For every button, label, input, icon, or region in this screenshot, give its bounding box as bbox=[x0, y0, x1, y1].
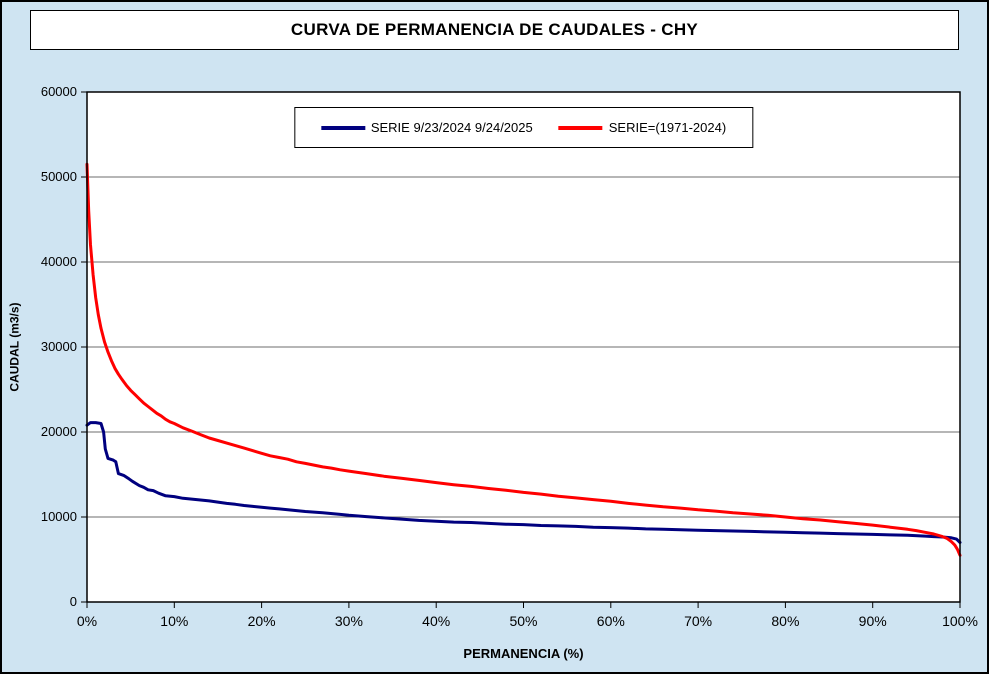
x-axis-title: PERMANENCIA (%) bbox=[463, 646, 584, 661]
x-tick-label: 40% bbox=[422, 613, 450, 629]
y-tick-label: 20000 bbox=[41, 424, 77, 439]
plot-svg: 0 10000 20000 30000 40000 50000 60000 0% 10% 20% 3… bbox=[41, 84, 978, 629]
legend-label: SERIE=(1971-2024) bbox=[608, 120, 727, 135]
x-tick-label: 20% bbox=[248, 613, 276, 629]
y-tick-label: 40000 bbox=[41, 254, 77, 269]
legend-line-swatch-red bbox=[558, 125, 603, 130]
x-tick-label: 80% bbox=[771, 613, 799, 629]
y-tick-label: 0 bbox=[70, 594, 77, 609]
legend-line-swatch-blue bbox=[320, 125, 365, 130]
x-tick-label: 0% bbox=[77, 613, 97, 629]
series-line-1 bbox=[85, 162, 962, 557]
x-tick-label: 60% bbox=[597, 613, 625, 629]
plot-area: 0 10000 20000 30000 40000 50000 60000 0% 10% 20% 3… bbox=[41, 84, 978, 629]
legend-label: SERIE 9/23/2024 9/24/2025 bbox=[370, 120, 533, 135]
y-axis-title: CAUDAL (m3/s) bbox=[8, 302, 22, 392]
y-tick-label: 10000 bbox=[41, 509, 77, 524]
x-tick-label: 30% bbox=[335, 613, 363, 629]
chart-title: CURVA DE PERMANENCIA DE CAUDALES - CHY bbox=[290, 20, 699, 39]
legend: SERIE 9/23/2024 9/24/2025 SERIE=(1971-20… bbox=[293, 107, 754, 148]
x-tick-label: 10% bbox=[160, 613, 188, 629]
plot-border bbox=[86, 91, 961, 603]
x-tick-label: 70% bbox=[684, 613, 712, 629]
y-tick-label: 30000 bbox=[41, 339, 77, 354]
y-tick-label: 50000 bbox=[41, 169, 77, 184]
x-tick-label: 50% bbox=[509, 613, 537, 629]
legend-item-serie-1971-2024: SERIE=(1971-2024) bbox=[558, 120, 727, 135]
series-line-0 bbox=[85, 421, 962, 544]
x-tick-label: 100% bbox=[942, 613, 978, 629]
y-axis-title-wrap: CAUDAL (m3/s) bbox=[2, 92, 28, 602]
y-tick-label: 60000 bbox=[41, 84, 77, 99]
legend-item-serie-2024-2025: SERIE 9/23/2024 9/24/2025 bbox=[320, 120, 533, 135]
x-tick-label: 90% bbox=[859, 613, 887, 629]
chart-title-box: CURVA DE PERMANENCIA DE CAUDALES - CHY bbox=[30, 10, 959, 50]
